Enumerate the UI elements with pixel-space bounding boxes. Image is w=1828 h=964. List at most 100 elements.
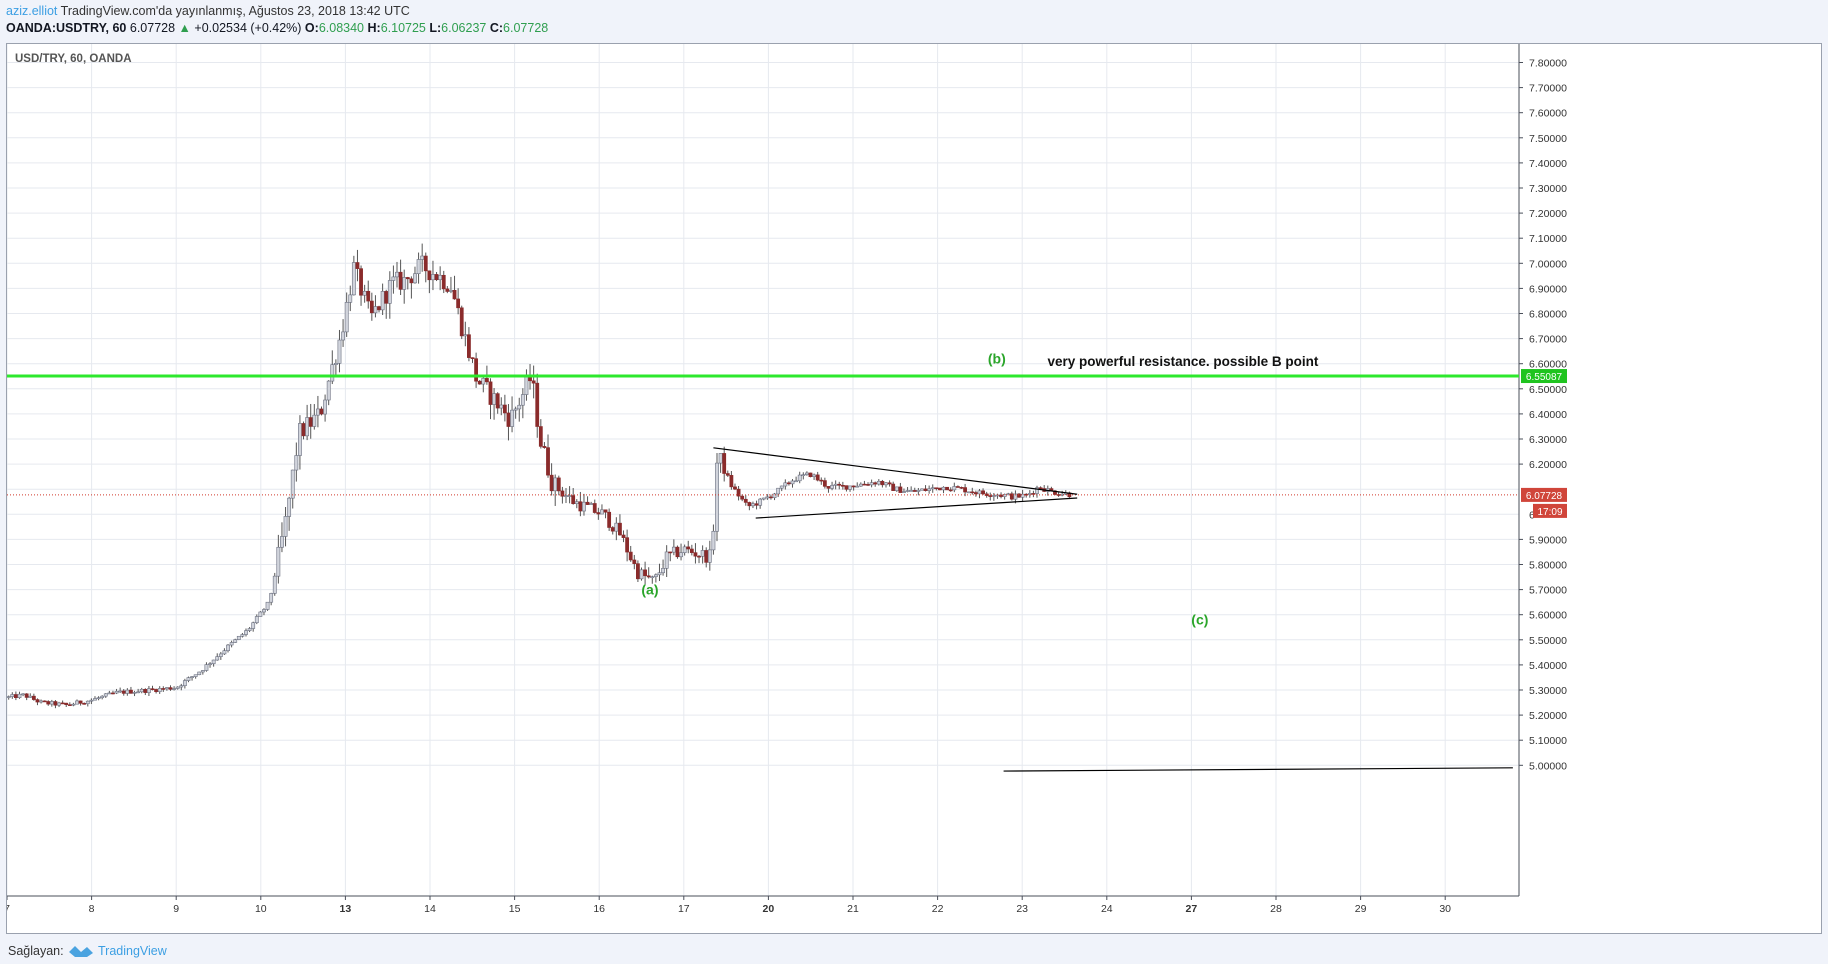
wave-label: (c): [1191, 612, 1208, 628]
candle: [715, 462, 719, 532]
candle: [301, 423, 306, 437]
y-tick-label: 6.50000: [1529, 384, 1567, 396]
candle: [326, 380, 331, 401]
chart-footer: Sağlayan: TradingView: [0, 936, 1828, 964]
candle: [114, 690, 119, 694]
resistance-price-badge: [1521, 369, 1567, 384]
candle: [966, 491, 971, 494]
candle: [887, 482, 892, 485]
candle: [830, 485, 834, 489]
candle: [380, 291, 385, 311]
y-tick-label: 6.60000: [1529, 359, 1567, 371]
candle: [39, 700, 43, 703]
candle: [75, 700, 79, 705]
y-tick-label: 5.50000: [1529, 635, 1567, 647]
candle: [280, 536, 284, 548]
author-link[interactable]: aziz.elliot: [6, 4, 58, 18]
y-tick-label: 5.30000: [1529, 685, 1567, 697]
candle: [927, 488, 932, 491]
candle: [431, 274, 435, 281]
candle: [262, 609, 266, 613]
x-tick-label: 9: [173, 903, 179, 915]
candle: [7, 696, 11, 698]
candle: [441, 274, 446, 290]
y-tick-label: 6.70000: [1529, 334, 1567, 346]
x-tick-label: 16: [593, 903, 605, 915]
y-tick-label: 6: [1529, 509, 1535, 521]
candle: [474, 358, 479, 382]
candle: [743, 498, 748, 503]
candle: [916, 489, 921, 492]
candle: [707, 549, 712, 563]
candle: [53, 701, 58, 706]
candle: [794, 480, 799, 483]
candle: [398, 271, 403, 290]
candle: [804, 472, 809, 475]
candle: [96, 697, 101, 700]
candle: [520, 394, 525, 406]
publish-info: TradingView.com'da yayınlanmış, Ağustos …: [60, 4, 410, 18]
open-label: O:: [304, 21, 319, 35]
candle: [157, 688, 162, 693]
candle: [168, 687, 173, 690]
price-chart[interactable]: 7.80000 7.70000 7.60000 7.50000 7.40000 7.300…: [7, 44, 1821, 933]
candle: [308, 417, 313, 427]
x-tick-label: 28: [1270, 903, 1282, 915]
candle: [348, 294, 353, 303]
candle: [938, 487, 942, 491]
x-tick-label: 15: [509, 903, 521, 915]
candle: [319, 408, 324, 415]
candle: [880, 480, 885, 486]
candle: [844, 485, 849, 490]
candle: [697, 555, 701, 558]
candle: [614, 522, 619, 532]
tradingview-logo-icon: [69, 946, 93, 957]
candle: [909, 490, 914, 492]
candle: [333, 363, 338, 365]
candle: [276, 546, 281, 577]
bottom-trend-line: [1003, 767, 1513, 772]
candle: [1020, 493, 1025, 498]
candle: [664, 551, 669, 569]
candle: [409, 278, 414, 284]
high-value: 6.10725: [380, 21, 426, 35]
chart-area[interactable]: 7.80000 7.70000 7.60000 7.50000 7.40000 7.300…: [6, 43, 1822, 934]
candle: [28, 695, 33, 698]
candle: [103, 693, 108, 697]
candles: [7, 243, 1072, 709]
candle: [150, 688, 155, 690]
candle: [143, 688, 148, 693]
candle: [923, 488, 928, 491]
candle: [869, 482, 874, 486]
candle: [366, 290, 371, 302]
x-tick-label: 17: [678, 903, 690, 915]
candle: [233, 639, 238, 643]
candle: [377, 306, 381, 311]
candle: [200, 670, 205, 673]
y-tick-label: 7.10000: [1529, 233, 1567, 245]
provider-name[interactable]: TradingView: [98, 944, 167, 958]
candle: [467, 334, 471, 358]
candle: [1017, 493, 1021, 498]
candle: [197, 671, 202, 676]
candle: [384, 291, 389, 304]
x-tick-label: 29: [1355, 903, 1367, 915]
candle: [754, 503, 759, 506]
candle: [963, 487, 967, 493]
candle: [211, 659, 216, 664]
candle: [988, 495, 993, 497]
candle: [592, 503, 597, 513]
candle: [499, 404, 504, 409]
candle: [546, 447, 550, 476]
candle: [420, 255, 425, 260]
current-price-label: 6.07728: [1526, 491, 1563, 502]
candle: [653, 574, 658, 578]
candle: [826, 486, 831, 489]
candle: [686, 546, 691, 550]
candle: [265, 601, 270, 610]
candle: [729, 475, 734, 488]
candle: [1009, 493, 1014, 500]
candle: [902, 491, 906, 493]
candle: [1035, 487, 1039, 494]
candle: [502, 404, 507, 414]
